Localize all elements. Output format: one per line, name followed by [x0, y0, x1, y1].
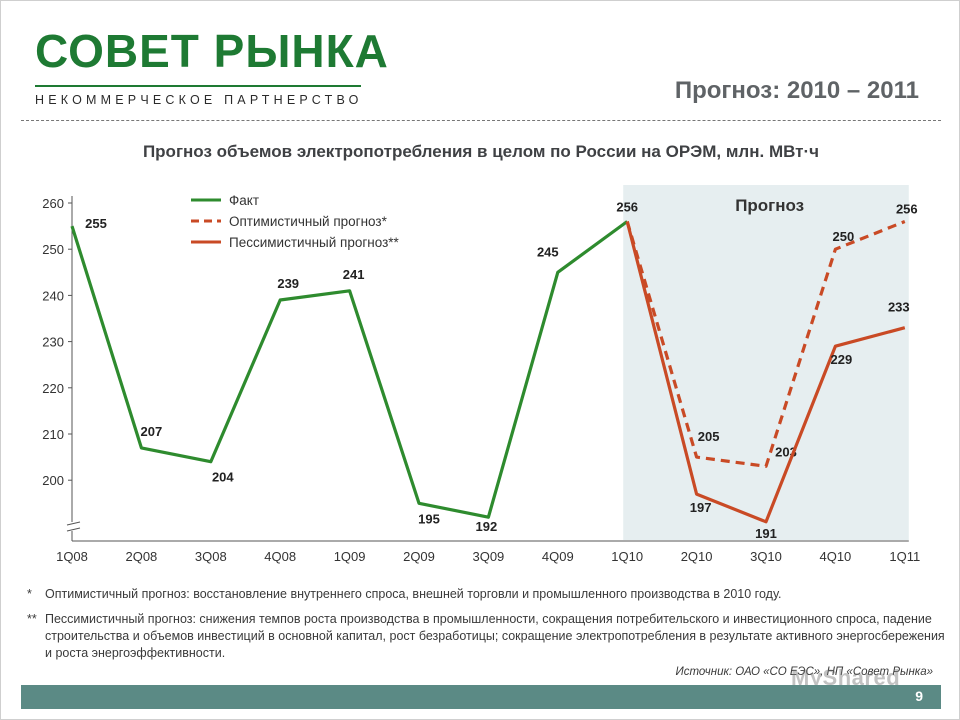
- x-tick-label: 4Q10: [819, 549, 851, 564]
- x-tick-label: 1Q11: [889, 549, 920, 564]
- data-label: 245: [537, 244, 559, 259]
- x-tick-label: 2Q09: [403, 549, 435, 564]
- page-number: 9: [915, 688, 923, 704]
- data-label: 197: [690, 500, 712, 515]
- header-separator: [21, 120, 941, 121]
- data-label: 191: [755, 526, 777, 541]
- x-tick-label: 3Q10: [750, 549, 782, 564]
- y-tick-label: 230: [42, 335, 64, 350]
- data-label: 192: [476, 519, 498, 534]
- data-label: 239: [277, 276, 299, 291]
- series-line-2: [625, 221, 906, 524]
- y-tick-label: 250: [42, 242, 64, 257]
- x-tick-label: 2Q08: [125, 549, 157, 564]
- footer-bar: [21, 685, 941, 709]
- logo-underline: [35, 85, 361, 87]
- legend-label: Пессимистичный прогноз**: [229, 235, 400, 250]
- x-tick-label: 3Q09: [472, 549, 504, 564]
- data-label: 207: [141, 424, 163, 439]
- logo-subtitle: НЕКОММЕРЧЕСКОЕ ПАРТНЕРСТВО: [35, 93, 363, 107]
- y-tick-label: 210: [42, 427, 64, 442]
- x-tick-label: 4Q08: [264, 549, 296, 564]
- footnote-text: Оптимистичный прогноз: восстановление вн…: [45, 587, 782, 601]
- x-tick-label: 3Q08: [195, 549, 227, 564]
- legend-label: Факт: [229, 193, 259, 208]
- chart-title: Прогноз объемов электропотребления в цел…: [142, 142, 820, 161]
- series-line-1: [625, 220, 906, 468]
- data-label: 204: [212, 470, 234, 485]
- slide-title: Прогноз: 2010 – 2011: [674, 77, 919, 104]
- data-label: 256: [616, 199, 638, 214]
- data-label: 241: [343, 267, 365, 282]
- data-label: 255: [85, 216, 107, 231]
- line-chart: Прогноз 200 210 220 230 240 250 260 1Q08 2Q08 3Q08…: [42, 185, 920, 564]
- y-tick-label: 240: [42, 288, 64, 303]
- series-line-0: [70, 220, 629, 519]
- forecast-region: [623, 185, 909, 540]
- data-label: 195: [418, 511, 440, 526]
- footnote-mark: *: [27, 587, 32, 601]
- axis-break-mark: [66, 527, 81, 532]
- y-tick-label: 220: [42, 381, 64, 396]
- data-label: 256: [896, 201, 918, 216]
- x-tick-label: 1Q08: [56, 549, 88, 564]
- footnote-mark: **: [27, 612, 37, 626]
- y-tick-label: 200: [42, 473, 64, 488]
- logo-title: СОВЕТ РЫНКА: [35, 25, 389, 77]
- legend-label: Оптимистичный прогноз*: [229, 214, 388, 229]
- x-tick-label: 4Q09: [542, 549, 574, 564]
- data-label: 250: [833, 229, 855, 244]
- forecast-region-label: Прогноз: [735, 196, 804, 215]
- y-tick-label: 260: [42, 196, 64, 211]
- axis-break-mark: [66, 521, 81, 526]
- data-label: 205: [698, 429, 720, 444]
- data-label: 233: [888, 300, 910, 315]
- data-label: 229: [831, 352, 853, 367]
- footnote-text: Пессимистичный прогноз: снижения темпов …: [45, 612, 945, 660]
- source-note: Источник: ОАО «СО ЕЭС», НП «Совет Рынка»: [675, 666, 933, 678]
- x-tick-label: 1Q10: [611, 549, 643, 564]
- x-tick-label: 1Q09: [334, 549, 366, 564]
- x-tick-label: 2Q10: [681, 549, 713, 564]
